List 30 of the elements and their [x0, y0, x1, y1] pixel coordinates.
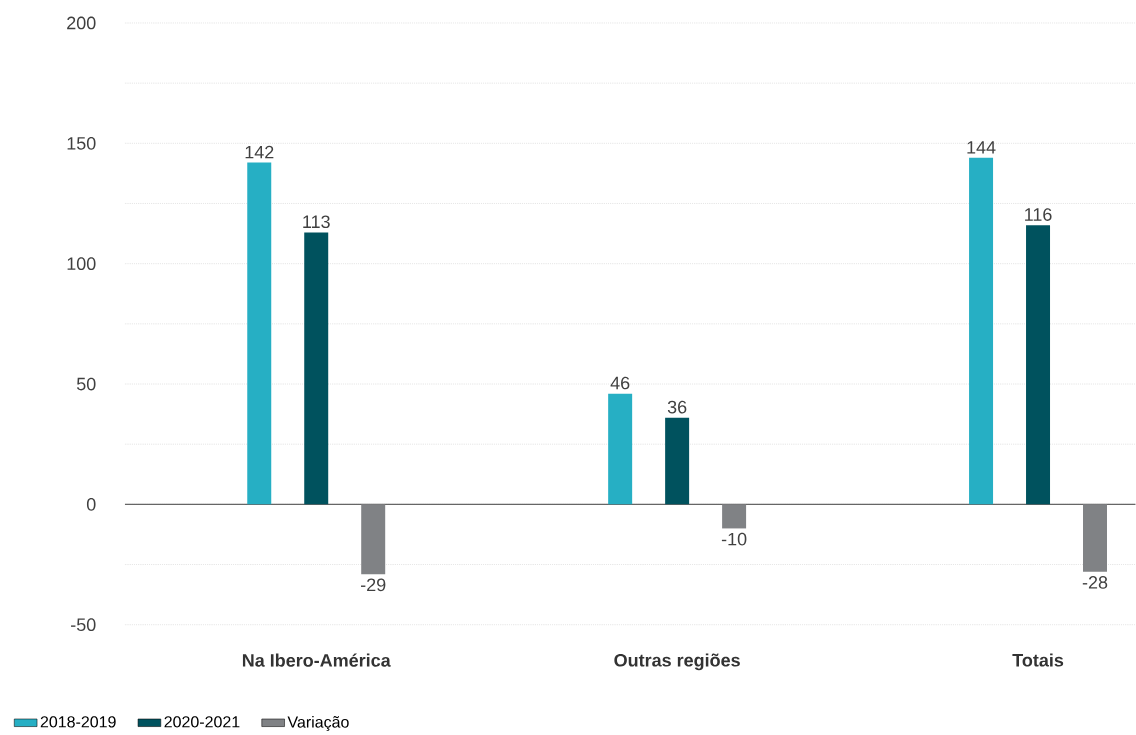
legend-label: 2018-2019 — [40, 716, 116, 728]
x-tick-label: Outras regiões — [614, 653, 740, 671]
bar — [608, 393, 633, 505]
bar — [722, 504, 747, 529]
legend-label: 2020-2021 — [164, 716, 240, 728]
bar — [304, 232, 329, 505]
y-tick-label: -50 — [71, 618, 96, 632]
y-tick-label: 150 — [67, 137, 96, 150]
data-label: -28 — [1082, 576, 1108, 589]
data-label: 142 — [245, 145, 274, 159]
bar — [361, 504, 386, 575]
bar — [969, 157, 994, 505]
bar — [1026, 225, 1051, 505]
data-label: -29 — [360, 578, 386, 592]
x-tick-label: Na Ibero-América — [242, 653, 391, 667]
data-label: 116 — [1025, 208, 1052, 221]
data-label: 113 — [303, 215, 330, 229]
bar — [1083, 504, 1107, 572]
data-label: 144 — [967, 141, 996, 154]
data-label: -10 — [721, 532, 747, 546]
y-tick-label: 0 — [86, 498, 96, 511]
data-label: 36 — [667, 400, 687, 414]
y-tick-label: 100 — [67, 257, 96, 271]
x-tick-label: Totais — [1012, 653, 1064, 667]
bar — [665, 417, 690, 505]
y-tick-label: 200 — [67, 16, 96, 30]
data-label: 46 — [610, 376, 630, 390]
bar — [247, 162, 272, 505]
y-tick-label: 50 — [76, 377, 96, 391]
legend-label: Variação — [287, 716, 349, 732]
